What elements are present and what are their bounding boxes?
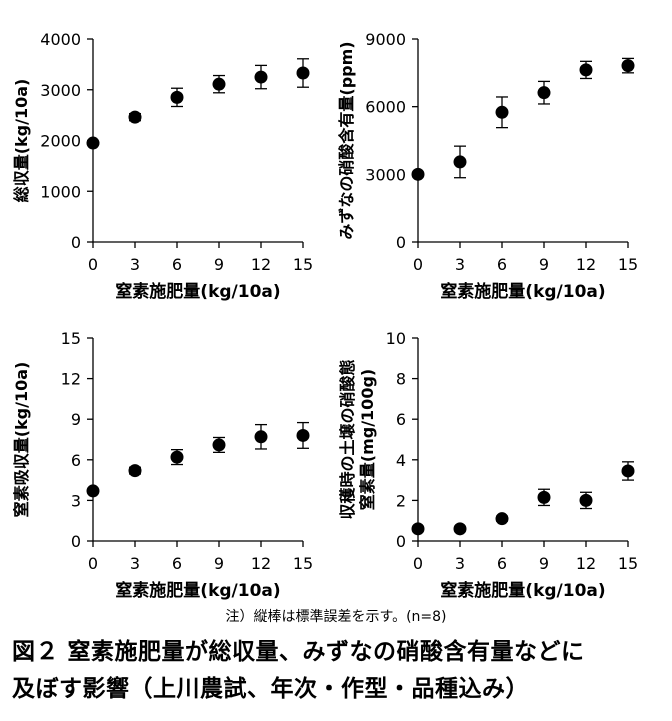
total-yield-x-tick-label: 3: [130, 255, 140, 274]
nitrate-content-data-point: [411, 167, 425, 181]
nitrate-content-y-axis-label: みずなの硝酸含有量(ppm): [337, 41, 356, 239]
nitrate-content-x-tick-label: 9: [539, 255, 549, 274]
total-yield-x-tick-label: 12: [251, 255, 271, 274]
nitrate-content-x-axis-label: 窒素施肥量(kg/10a): [440, 281, 605, 302]
nitrate-content-y-tick-label: 0: [396, 233, 406, 252]
soil-nitrate-x-tick-label: 0: [413, 554, 423, 573]
nitrate-content-x-tick-label: 15: [618, 255, 638, 274]
total-yield-y-axis-label: 総収量(kg/10a): [12, 79, 31, 203]
nitrogen-uptake-x-tick-label: 0: [88, 554, 98, 573]
total-yield-x-axis-label: 窒素施肥量(kg/10a): [115, 281, 280, 302]
soil-nitrate-data-point: [495, 512, 509, 526]
total-yield-data-point: [128, 110, 142, 124]
nitrogen-uptake-y-axis-label: 窒素吸収量(kg/10a): [12, 362, 31, 518]
nitrate-content-y-tick-label: 9000: [365, 30, 406, 49]
nitrogen-uptake-data-point: [170, 450, 184, 464]
nitrogen-uptake-data-point: [212, 438, 226, 452]
total-yield-x-tick-label: 6: [172, 255, 182, 274]
caption-line-1: 図２ 窒素施肥量が総収量、みずなの硝酸含有量などに: [12, 639, 585, 665]
soil-nitrate-y-tick-label: 0: [396, 532, 406, 551]
nitrogen-uptake-y-tick-label: 9: [71, 410, 81, 429]
nitrogen-uptake-data-point: [128, 464, 142, 478]
soil-nitrate-y-tick-label: 2: [396, 491, 406, 510]
nitrate-content-y-tick-label: 6000: [365, 98, 406, 117]
nitrate-content-data-point: [495, 105, 509, 119]
soil-nitrate-x-axis-label: 窒素施肥量(kg/10a): [440, 580, 605, 601]
nitrogen-uptake-x-tick-label: 12: [251, 554, 271, 573]
nitrogen-uptake-data-point: [86, 484, 100, 498]
nitrogen-uptake-y-tick-label: 0: [71, 532, 81, 551]
soil-nitrate-x-tick-label: 15: [618, 554, 638, 573]
nitrogen-uptake-x-axis-label: 窒素施肥量(kg/10a): [115, 580, 280, 601]
figure-caption: 図２ 窒素施肥量が総収量、みずなの硝酸含有量などに 及ぼす影響（上川農試、年次・…: [12, 634, 667, 708]
soil-nitrate-data-point: [411, 522, 425, 536]
soil-nitrate-x-tick-label: 6: [497, 554, 507, 573]
total-yield-data-point: [296, 66, 310, 80]
nitrogen-uptake-y-tick-label: 3: [71, 491, 81, 510]
figure-note: 注）縦棒は標準誤差を示す。(n=8): [225, 609, 447, 625]
total-yield-x-tick-label: 15: [293, 255, 313, 274]
soil-nitrate-y-tick-label: 4: [396, 451, 406, 470]
nitrogen-uptake-y-tick-label: 12: [61, 370, 81, 389]
soil-nitrate-data-point: [621, 464, 635, 478]
total-yield-data-point: [212, 77, 226, 91]
nitrate-content-data-point: [621, 59, 635, 73]
total-yield-y-tick-label: 1000: [40, 182, 81, 201]
soil-nitrate-x-tick-label: 12: [576, 554, 596, 573]
nitrogen-uptake-x-tick-label: 3: [130, 554, 140, 573]
nitrate-content-x-tick-label: 6: [497, 255, 507, 274]
total-yield-y-tick-label: 0: [71, 233, 81, 252]
total-yield-data-point: [170, 90, 184, 104]
soil-nitrate-y-tick-label: 6: [396, 410, 406, 429]
soil-nitrate-x-tick-label: 9: [539, 554, 549, 573]
nitrate-content-data-point: [453, 155, 467, 169]
nitrate-content-y-tick-label: 3000: [365, 165, 406, 184]
soil-nitrate-y-tick-label: 10: [386, 329, 406, 348]
total-yield-data-point: [86, 136, 100, 150]
soil-nitrate-data-point: [579, 493, 593, 507]
total-yield-x-tick-label: 9: [214, 255, 224, 274]
nitrogen-uptake-x-tick-label: 9: [214, 554, 224, 573]
soil-nitrate-x-tick-label: 3: [455, 554, 465, 573]
total-yield-y-tick-label: 3000: [40, 81, 81, 100]
soil-nitrate-y-tick-label: 8: [396, 370, 406, 389]
soil-nitrate-y-axis-label-line1: 収穫時の土壌の硝酸態: [338, 359, 357, 519]
nitrogen-uptake-x-tick-label: 15: [293, 554, 313, 573]
nitrogen-uptake-data-point: [296, 428, 310, 442]
soil-nitrate-y-axis-label-line2: 窒素量(mg/100g): [358, 369, 377, 510]
nitrogen-uptake-y-tick-label: 15: [61, 329, 81, 348]
nitrogen-uptake-data-point: [254, 430, 268, 444]
nitrate-content-data-point: [579, 63, 593, 77]
soil-nitrate-data-point: [453, 522, 467, 536]
nitrate-content-x-tick-label: 3: [455, 255, 465, 274]
soil-nitrate-data-point: [537, 490, 551, 504]
nitrate-content-x-tick-label: 12: [576, 255, 596, 274]
nitrogen-uptake-x-tick-label: 6: [172, 554, 182, 573]
total-yield-y-tick-label: 2000: [40, 132, 81, 151]
total-yield-data-point: [254, 70, 268, 84]
nitrate-content-data-point: [537, 86, 551, 100]
total-yield-x-tick-label: 0: [88, 255, 98, 274]
total-yield-y-tick-label: 4000: [40, 30, 81, 49]
caption-line-2: 及ぼす影響（上川農試、年次・作型・品種込み）: [12, 676, 529, 702]
nitrate-content-x-tick-label: 0: [413, 255, 423, 274]
nitrogen-uptake-y-tick-label: 6: [71, 451, 81, 470]
